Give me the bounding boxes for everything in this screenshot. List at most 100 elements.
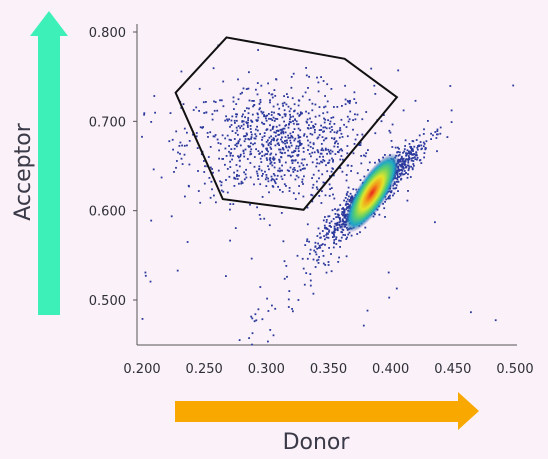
data-point bbox=[321, 161, 324, 164]
data-point bbox=[314, 129, 316, 131]
data-point bbox=[226, 191, 229, 194]
y-axis-title: Acceptor bbox=[11, 122, 36, 220]
data-point bbox=[244, 135, 247, 137]
data-point bbox=[288, 290, 291, 292]
data-point bbox=[233, 119, 236, 122]
data-point bbox=[234, 177, 237, 180]
data-point bbox=[333, 137, 336, 140]
data-point bbox=[297, 127, 300, 130]
data-point bbox=[348, 231, 351, 234]
data-point bbox=[283, 120, 285, 123]
data-point bbox=[244, 116, 246, 119]
data-point bbox=[345, 208, 347, 211]
data-point bbox=[287, 154, 289, 157]
data-point bbox=[311, 133, 314, 136]
data-point bbox=[324, 126, 327, 129]
data-point bbox=[268, 113, 270, 115]
data-point bbox=[335, 140, 338, 142]
data-point bbox=[470, 311, 472, 314]
data-point bbox=[228, 145, 230, 147]
data-point bbox=[333, 241, 335, 244]
data-point bbox=[292, 120, 294, 122]
data-point bbox=[280, 156, 282, 158]
data-point bbox=[224, 137, 227, 140]
data-point bbox=[281, 116, 284, 119]
data-point bbox=[327, 264, 330, 266]
data-point bbox=[405, 172, 407, 174]
data-point bbox=[272, 126, 274, 129]
data-point bbox=[398, 163, 401, 166]
data-point bbox=[333, 239, 336, 241]
data-point bbox=[290, 121, 292, 124]
data-point bbox=[325, 271, 328, 274]
data-point bbox=[333, 123, 336, 125]
data-point bbox=[183, 144, 186, 147]
data-point bbox=[279, 128, 282, 131]
data-point bbox=[324, 137, 327, 140]
data-point bbox=[297, 147, 300, 150]
data-point bbox=[324, 105, 327, 108]
data-point bbox=[303, 134, 305, 137]
data-point bbox=[352, 188, 355, 191]
data-point bbox=[284, 115, 287, 117]
data-point bbox=[344, 204, 347, 206]
data-point bbox=[320, 124, 322, 127]
data-point bbox=[305, 67, 307, 69]
data-point bbox=[312, 258, 315, 261]
data-point bbox=[349, 110, 352, 113]
data-point bbox=[245, 168, 247, 171]
data-point bbox=[398, 158, 401, 161]
data-point bbox=[211, 188, 213, 191]
data-point bbox=[269, 146, 272, 149]
data-point bbox=[331, 157, 333, 160]
data-point bbox=[258, 103, 261, 105]
data-point bbox=[270, 140, 272, 143]
data-point bbox=[228, 138, 231, 141]
data-point bbox=[346, 191, 349, 193]
data-point bbox=[278, 133, 281, 136]
data-point bbox=[184, 195, 186, 198]
data-point bbox=[277, 130, 280, 132]
data-point bbox=[436, 130, 439, 132]
data-point bbox=[225, 155, 228, 157]
data-point bbox=[267, 180, 270, 183]
data-point bbox=[274, 135, 277, 138]
data-point bbox=[270, 118, 272, 120]
data-point bbox=[361, 133, 364, 136]
data-point bbox=[374, 132, 377, 135]
data-point bbox=[416, 158, 418, 161]
data-point bbox=[436, 150, 438, 153]
data-point bbox=[267, 150, 269, 153]
data-point bbox=[407, 164, 410, 167]
data-point bbox=[348, 200, 351, 203]
data-point bbox=[309, 273, 312, 275]
data-point bbox=[239, 92, 242, 95]
data-point bbox=[237, 140, 240, 143]
data-point bbox=[250, 153, 253, 155]
data-point bbox=[358, 144, 361, 146]
data-point bbox=[292, 171, 295, 173]
data-point bbox=[312, 142, 315, 145]
data-point bbox=[325, 127, 328, 130]
data-point bbox=[332, 233, 335, 236]
data-point bbox=[178, 145, 181, 147]
data-point bbox=[263, 123, 266, 125]
data-point bbox=[280, 138, 282, 141]
data-point bbox=[336, 146, 339, 148]
data-point bbox=[244, 173, 247, 176]
data-point bbox=[267, 340, 269, 343]
data-point bbox=[413, 153, 415, 155]
data-point bbox=[275, 178, 278, 180]
data-point bbox=[295, 120, 298, 123]
data-point bbox=[296, 112, 299, 115]
data-point bbox=[285, 146, 288, 149]
data-point bbox=[337, 208, 340, 211]
data-point bbox=[397, 146, 399, 149]
data-point bbox=[329, 120, 332, 123]
data-point bbox=[399, 151, 401, 154]
data-point bbox=[402, 151, 404, 154]
data-point bbox=[335, 238, 337, 240]
data-point bbox=[256, 93, 259, 96]
data-point bbox=[306, 240, 308, 242]
data-point bbox=[237, 133, 239, 136]
